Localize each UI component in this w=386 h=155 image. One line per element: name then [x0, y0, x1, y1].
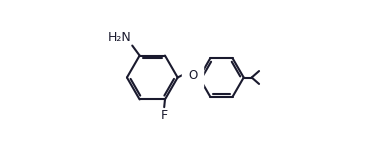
Text: H₂N: H₂N: [108, 31, 132, 44]
Text: F: F: [161, 109, 168, 122]
Text: O: O: [188, 69, 197, 82]
